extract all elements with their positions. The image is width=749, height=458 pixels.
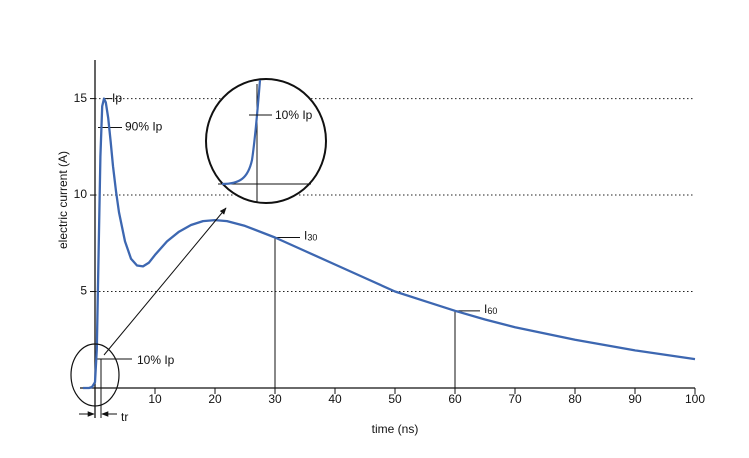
inset-label: 10% Ip xyxy=(275,108,313,122)
annotation: Ip xyxy=(112,91,122,105)
x-tick-label: 20 xyxy=(208,392,222,406)
x-tick-label: 70 xyxy=(508,392,522,406)
x-tick-label: 90 xyxy=(628,392,642,406)
x-tick-label: 100 xyxy=(685,392,705,406)
x-tick-label: 50 xyxy=(388,392,402,406)
inset-circle xyxy=(205,78,327,204)
x-tick-label: 30 xyxy=(268,392,282,406)
annotation-text: I xyxy=(304,229,307,243)
y-tick-label: 5 xyxy=(80,284,87,298)
x-tick-label: 40 xyxy=(328,392,342,406)
zoom-arrow xyxy=(103,207,227,356)
x-axis-label: time (ns) xyxy=(372,422,419,436)
annotation: 90% Ip xyxy=(125,120,163,134)
annotation-text: I xyxy=(484,302,487,316)
annotation: I60 xyxy=(484,302,497,316)
x-tick-label: 60 xyxy=(448,392,462,406)
data-line xyxy=(83,97,696,390)
annotation: tr xyxy=(121,410,128,424)
annotation: I30 xyxy=(304,229,317,243)
annotation-sub: 30 xyxy=(307,233,317,243)
y-axis-label: electric current (A) xyxy=(56,151,70,249)
x-tick-label: 10 xyxy=(148,392,162,406)
y-tick-label: 15 xyxy=(74,91,88,105)
x-tick-label: 80 xyxy=(568,392,582,406)
zoom-circle xyxy=(70,343,120,407)
inset-curve xyxy=(221,79,262,186)
annotation: 10% Ip xyxy=(137,353,175,367)
annotation-sub: 60 xyxy=(487,306,497,316)
y-tick-label: 10 xyxy=(74,187,88,201)
